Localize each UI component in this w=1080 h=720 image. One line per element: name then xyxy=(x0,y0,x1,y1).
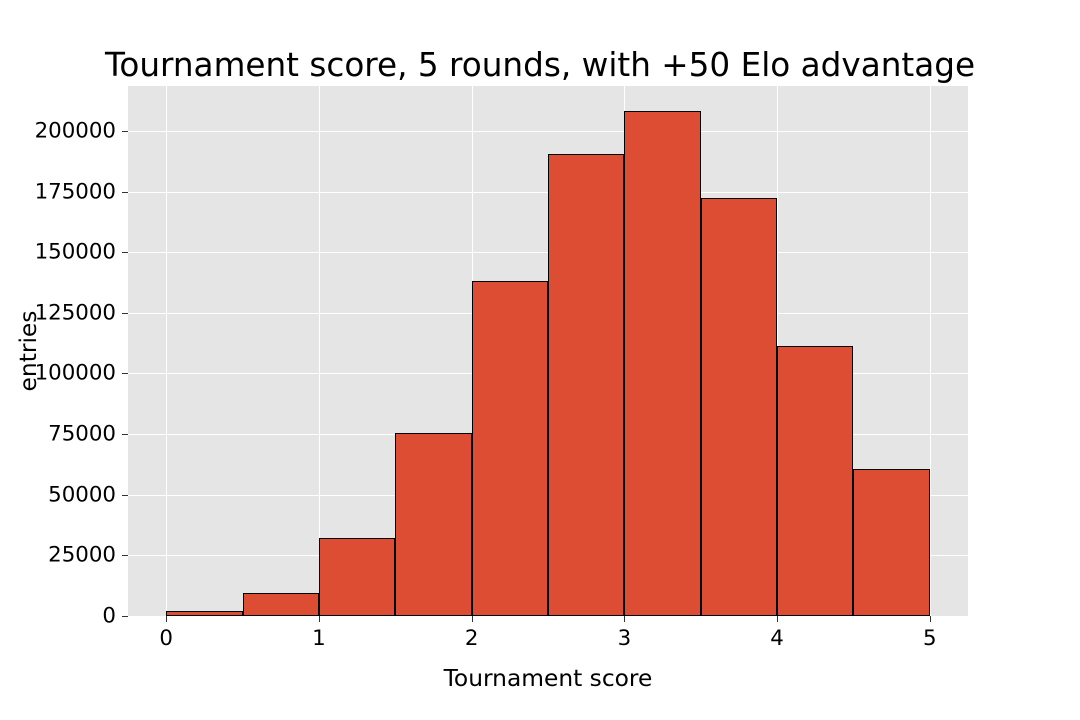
x-tick-mark xyxy=(472,616,473,622)
histogram-bar xyxy=(166,611,242,616)
histogram-bar xyxy=(319,538,395,616)
histogram-bar xyxy=(624,111,700,616)
y-tick-mark xyxy=(122,192,128,193)
histogram-bar xyxy=(777,346,853,616)
histogram-bar xyxy=(472,281,548,616)
x-tick-label: 4 xyxy=(770,626,784,651)
y-tick-label: 50000 xyxy=(48,482,116,507)
y-tick-label: 175000 xyxy=(35,179,116,204)
gridline-vertical xyxy=(166,86,167,616)
plot-area xyxy=(128,86,968,616)
x-tick-label: 1 xyxy=(312,626,326,651)
y-tick-mark xyxy=(122,555,128,556)
y-tick-label: 125000 xyxy=(35,300,116,325)
y-tick-mark xyxy=(122,434,128,435)
gridline-vertical xyxy=(930,86,931,616)
y-tick-label: 75000 xyxy=(48,422,116,447)
gridline-horizontal xyxy=(128,616,968,617)
y-tick-mark xyxy=(122,495,128,496)
chart-title: Tournament score, 5 rounds, with +50 Elo… xyxy=(0,46,1080,84)
x-tick-label: 0 xyxy=(159,626,173,651)
histogram-bar xyxy=(701,198,777,616)
x-tick-mark xyxy=(930,616,931,622)
y-tick-label: 0 xyxy=(102,604,116,629)
x-tick-mark xyxy=(166,616,167,622)
y-tick-mark xyxy=(122,252,128,253)
histogram-bar xyxy=(395,433,471,616)
y-tick-label: 25000 xyxy=(48,543,116,568)
y-tick-mark xyxy=(122,616,128,617)
gridline-horizontal xyxy=(128,131,968,132)
x-tick-label: 2 xyxy=(465,626,479,651)
histogram-bar xyxy=(853,469,929,616)
x-tick-mark xyxy=(777,616,778,622)
y-tick-label: 200000 xyxy=(35,118,116,143)
figure: Tournament score, 5 rounds, with +50 Elo… xyxy=(0,0,1080,720)
y-tick-mark xyxy=(122,373,128,374)
x-tick-mark xyxy=(319,616,320,622)
y-tick-label: 100000 xyxy=(35,361,116,386)
histogram-bar xyxy=(243,593,319,616)
y-tick-mark xyxy=(122,131,128,132)
gridline-vertical xyxy=(319,86,320,616)
y-tick-label: 150000 xyxy=(35,240,116,265)
x-tick-mark xyxy=(624,616,625,622)
y-axis-label: entries xyxy=(14,311,42,392)
x-axis-label: Tournament score xyxy=(128,664,968,692)
histogram-bar xyxy=(548,154,624,616)
x-tick-label: 5 xyxy=(923,626,937,651)
x-tick-label: 3 xyxy=(618,626,632,651)
y-tick-mark xyxy=(122,313,128,314)
